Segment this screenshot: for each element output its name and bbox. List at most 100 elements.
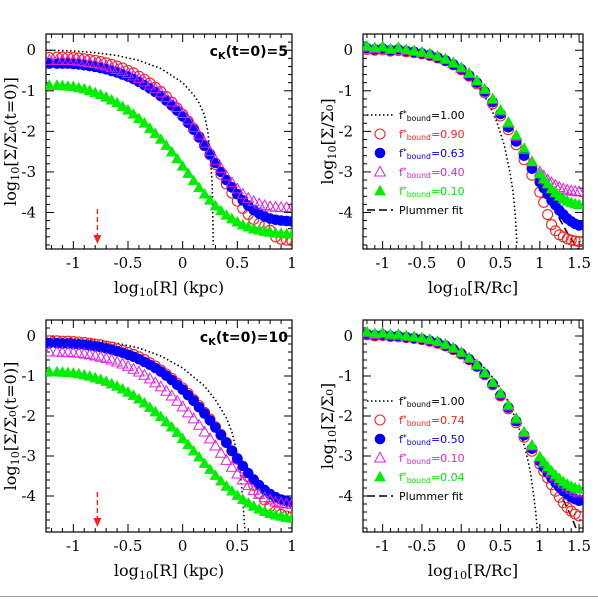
legend-label-blue: f*bound=0.50 (399, 433, 465, 448)
data-point-green (138, 117, 151, 128)
data-point-magenta (225, 176, 239, 188)
data-point-magenta (198, 136, 211, 148)
y-tick-label: -2 (21, 122, 36, 140)
x-tick-label: 1 (287, 537, 297, 555)
x-tick-label: -1 (375, 254, 390, 272)
data-point-blue (237, 460, 249, 472)
data-point-green (471, 358, 483, 370)
legend-marker-red (374, 128, 386, 140)
data-point-magenta (89, 56, 102, 69)
chart-annotation: cK(t=0)=10 (200, 330, 288, 348)
data-point-magenta (253, 197, 266, 209)
data-point-magenta (105, 61, 118, 73)
y-tick-label: -4 (338, 487, 353, 505)
data-point-green (463, 351, 475, 363)
data-point-green (46, 365, 56, 377)
data-point-green (171, 426, 184, 438)
data-point-green (144, 401, 156, 412)
y-tick-label: -3 (338, 163, 353, 181)
x-tick-label: 0 (456, 254, 466, 272)
legend-marker-green (374, 184, 386, 196)
legend-label-red: f*bound=0.90 (399, 128, 465, 143)
plot-frame (362, 319, 584, 533)
data-point-green (215, 474, 227, 486)
plummer-fit-line (550, 477, 577, 529)
data-point-green (160, 415, 173, 427)
data-point-green (231, 216, 244, 227)
data-point-green (154, 410, 167, 422)
legend-label-green: f*bound=0.10 (399, 185, 465, 200)
data-point-red (569, 235, 581, 247)
x-tick-label: -0.5 (114, 537, 143, 555)
data-point-green (204, 463, 216, 474)
plot-frame (45, 33, 293, 250)
data-point-magenta (110, 355, 124, 367)
data-point-magenta (94, 350, 107, 362)
data-point-green (408, 330, 420, 342)
x-tick-label: -1 (66, 537, 81, 555)
data-point-green (439, 338, 452, 349)
data-point-green (111, 96, 123, 108)
panel-bottom-left: -1 -0.5 0 0.5 1 0 -1 -2 -3 -4 log10[R] (kpc) log10[… (1, 319, 297, 582)
data-point-green (408, 44, 420, 55)
data-point-magenta (165, 95, 178, 107)
legend-marker-magenta (373, 451, 387, 463)
data-point-magenta (138, 75, 151, 87)
data-point-magenta (192, 128, 206, 140)
red-arrow-head (93, 235, 102, 244)
data-point-blue (210, 422, 221, 433)
data-point-blue (286, 216, 292, 227)
data-point-magenta (154, 86, 167, 98)
data-point-green (486, 92, 499, 104)
series-layer (46, 335, 292, 532)
data-point-blue (226, 445, 238, 457)
x-axis-label: log10[R/Rc] (428, 561, 518, 582)
data-point-red (573, 236, 583, 248)
data-point-magenta (242, 191, 255, 203)
data-point-magenta (78, 55, 91, 67)
data-point-green (198, 457, 211, 468)
bottom-rule (0, 596, 598, 597)
data-point-magenta (269, 200, 282, 212)
data-point-magenta (46, 53, 56, 65)
data-point-red (286, 235, 292, 247)
data-point-magenta (116, 357, 129, 369)
data-point-green (133, 112, 145, 124)
data-point-green (455, 346, 468, 357)
data-point-magenta (187, 412, 200, 424)
data-point-magenta (72, 346, 85, 358)
data-point-green (46, 79, 56, 90)
x-tick-label: 0 (178, 254, 188, 272)
legend-label-green: f*bound=0.04 (399, 471, 465, 486)
x-tick-label: 1 (535, 537, 545, 555)
data-point-magenta (561, 183, 574, 195)
y-axis-label: log10[Σ/Σ₀] (318, 98, 339, 184)
data-point-green (193, 450, 205, 462)
data-point-green (431, 335, 444, 346)
data-point-magenta (269, 495, 282, 507)
data-point-magenta (181, 406, 195, 418)
x-tick-label: 0 (456, 537, 466, 555)
legend-label-blue: f*bound=0.63 (399, 147, 465, 162)
data-point-green (510, 412, 523, 423)
panel-top-left: -1 -0.5 0 0.5 1 0 -1 -2 -3 -4 log10[R] (kpc) log10[… (1, 33, 297, 299)
data-point-green (144, 122, 156, 133)
data-point-green (384, 328, 397, 339)
data-point-green (416, 46, 428, 57)
panel-bottom-right: -1 -0.5 0 0.5 1 1.5 0 -1 -2 -3 -4 log10[R/Rc] log10[… (318, 319, 591, 582)
data-point-magenta (138, 368, 151, 380)
y-tick-label: 0 (26, 327, 36, 345)
data-point-green (138, 396, 151, 408)
data-point-magenta (258, 490, 271, 503)
x-axis-label: log10[R] (kpc) (114, 278, 224, 299)
data-point-magenta (110, 62, 124, 74)
data-point-magenta (192, 418, 206, 430)
data-point-magenta (203, 145, 217, 157)
data-point-green (392, 328, 405, 339)
y-tick-label: -4 (338, 203, 353, 221)
data-point-magenta (258, 198, 271, 211)
data-point-magenta (274, 200, 288, 213)
y-tick-label: -4 (21, 487, 36, 505)
data-point-green (478, 82, 491, 94)
data-point-magenta (94, 58, 107, 70)
